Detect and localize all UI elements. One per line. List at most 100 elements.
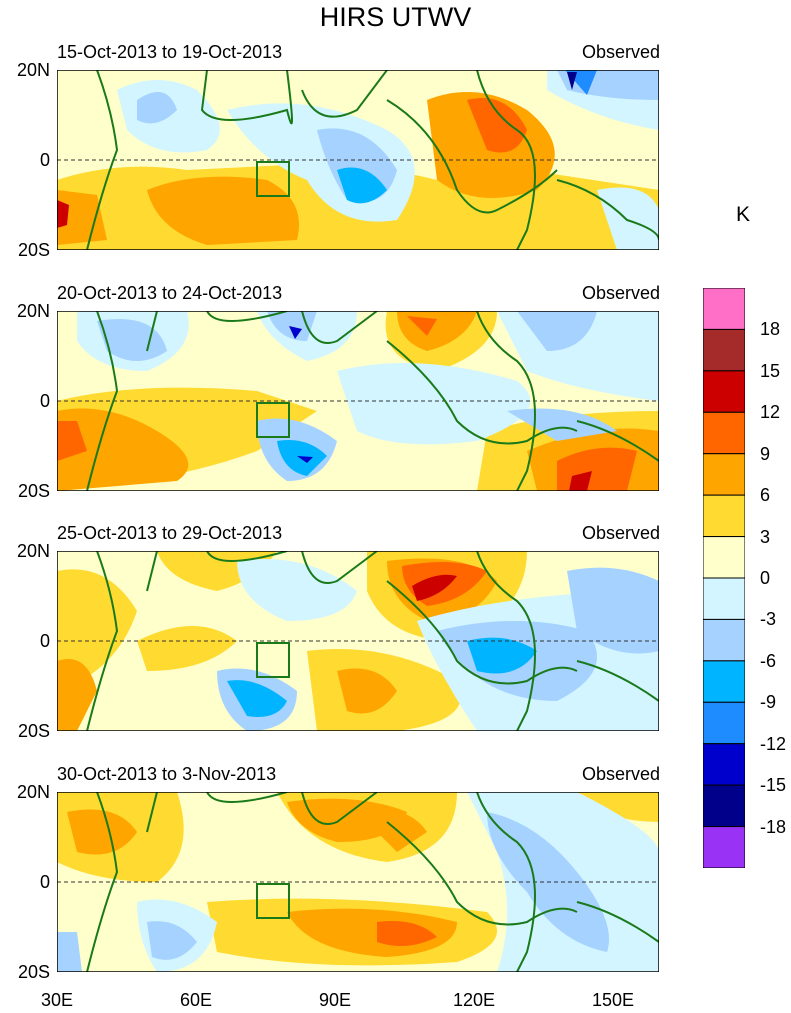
contour-negative [467, 637, 537, 674]
contour-positive [377, 921, 437, 946]
colorbar-swatch [703, 701, 745, 745]
colorbar-swatch [703, 453, 745, 496]
panel-3-map-svg [57, 551, 659, 731]
contour-negative [147, 921, 197, 960]
ytick-20s: 20S [17, 240, 50, 260]
coastline [86, 792, 659, 972]
panel-1-map [57, 70, 659, 250]
colorbar-swatch [703, 288, 745, 330]
ytick-0: 0 [39, 150, 50, 170]
contour-positive [287, 908, 457, 957]
panel-3-map [57, 551, 659, 731]
colorbar-unit: K [736, 203, 751, 226]
colorbar-label: -12 [760, 733, 787, 754]
colorbar-swatch [703, 743, 745, 786]
colorbar-label: 6 [760, 485, 771, 506]
colorbar-swatch [703, 328, 745, 372]
xtick-150e: 150E [591, 990, 635, 1010]
panel-3-period: 25-Oct-2013 to 29-Oct-2013 [57, 523, 283, 543]
panel-4-period: 30-Oct-2013 to 3-Nov-2013 [57, 764, 277, 784]
contour-positive [57, 190, 107, 245]
contour-negative [137, 92, 177, 124]
panel-1-label: Observed [581, 42, 660, 62]
target-box [256, 161, 290, 197]
ytick-0: 0 [39, 391, 50, 411]
colorbar-swatch [703, 784, 745, 828]
xtick-120e: 120E [452, 990, 496, 1010]
panel-4-map-svg [57, 792, 659, 972]
coastline [86, 551, 659, 731]
colorbar-swatch [703, 577, 745, 620]
panel-2-label: Observed [581, 283, 660, 303]
contour-positive [57, 659, 97, 731]
contour-negative [597, 187, 659, 250]
contour-negative [227, 680, 287, 717]
panel-4-map [57, 792, 659, 972]
contour-negative [567, 567, 659, 654]
colorbar-swatch [703, 494, 745, 538]
coastline [86, 311, 659, 491]
panel-2-map-svg [57, 311, 659, 491]
ytick-20s: 20S [17, 962, 50, 982]
colorbar-label: 0 [760, 568, 771, 588]
colorbar-label: 3 [760, 526, 771, 547]
panel-3-label: Observed [581, 523, 660, 543]
contour-positive [569, 471, 592, 491]
contour-negative [237, 559, 357, 621]
contour-positive [407, 316, 437, 336]
contour-negative [517, 311, 597, 351]
contour-positive [577, 792, 659, 822]
target-box [256, 883, 290, 919]
ytick-0: 0 [39, 631, 50, 651]
panel-2-period: 20-Oct-2013 to 24-Oct-2013 [57, 283, 283, 303]
target-box [256, 642, 290, 678]
panel-1-map-svg [57, 70, 659, 250]
colorbar-swatch [703, 618, 745, 662]
colorbar-swatch [703, 660, 745, 703]
panel-2-map [57, 311, 659, 491]
ytick-20n: 20N [16, 60, 50, 80]
ytick-20s: 20S [17, 721, 50, 741]
colorbar-label: -9 [760, 692, 777, 713]
contour-negative [289, 326, 302, 339]
contour-negative [567, 72, 577, 90]
contour-negative [57, 932, 82, 972]
colorbar-label: -6 [760, 650, 777, 671]
ytick-20s: 20S [17, 481, 50, 501]
colorbar-label: 12 [760, 402, 781, 423]
ytick-20n: 20N [16, 301, 50, 321]
xtick-60e: 60E [179, 990, 213, 1010]
colorbar-label: 18 [760, 319, 781, 340]
colorbar [703, 288, 745, 868]
ytick-0: 0 [39, 872, 50, 892]
colorbar-label: -18 [760, 816, 787, 837]
contour-negative [97, 319, 167, 361]
target-box [256, 402, 290, 438]
ytick-20n: 20N [16, 782, 50, 802]
contour-positive [57, 421, 87, 461]
colorbar-swatch [703, 536, 745, 579]
contour-positive [147, 176, 299, 245]
colorbar-swatch [703, 411, 745, 455]
ytick-20n: 20N [16, 541, 50, 561]
coastline [86, 70, 659, 250]
contour-positive [467, 98, 527, 153]
contour-negative [337, 363, 531, 445]
contour-positive [137, 626, 237, 671]
contour-positive [67, 809, 137, 855]
panel-1-period: 15-Oct-2013 to 19-Oct-2013 [57, 42, 283, 62]
colorbar-label: -15 [760, 775, 787, 796]
contour-positive [337, 668, 397, 714]
contour-positive [57, 200, 69, 228]
colorbar-swatch [703, 826, 745, 868]
contour-negative [337, 167, 387, 204]
contour-negative [297, 456, 313, 463]
xtick-30e: 30E [40, 990, 74, 1010]
chart-title: HIRS UTWV [319, 2, 472, 32]
xtick-90e: 90E [318, 990, 352, 1010]
colorbar-swatch [703, 370, 745, 413]
contour-positive [57, 408, 189, 491]
contour-positive [412, 574, 457, 601]
colorbar-label: -3 [760, 609, 777, 630]
colorbar-label: 9 [760, 443, 771, 464]
